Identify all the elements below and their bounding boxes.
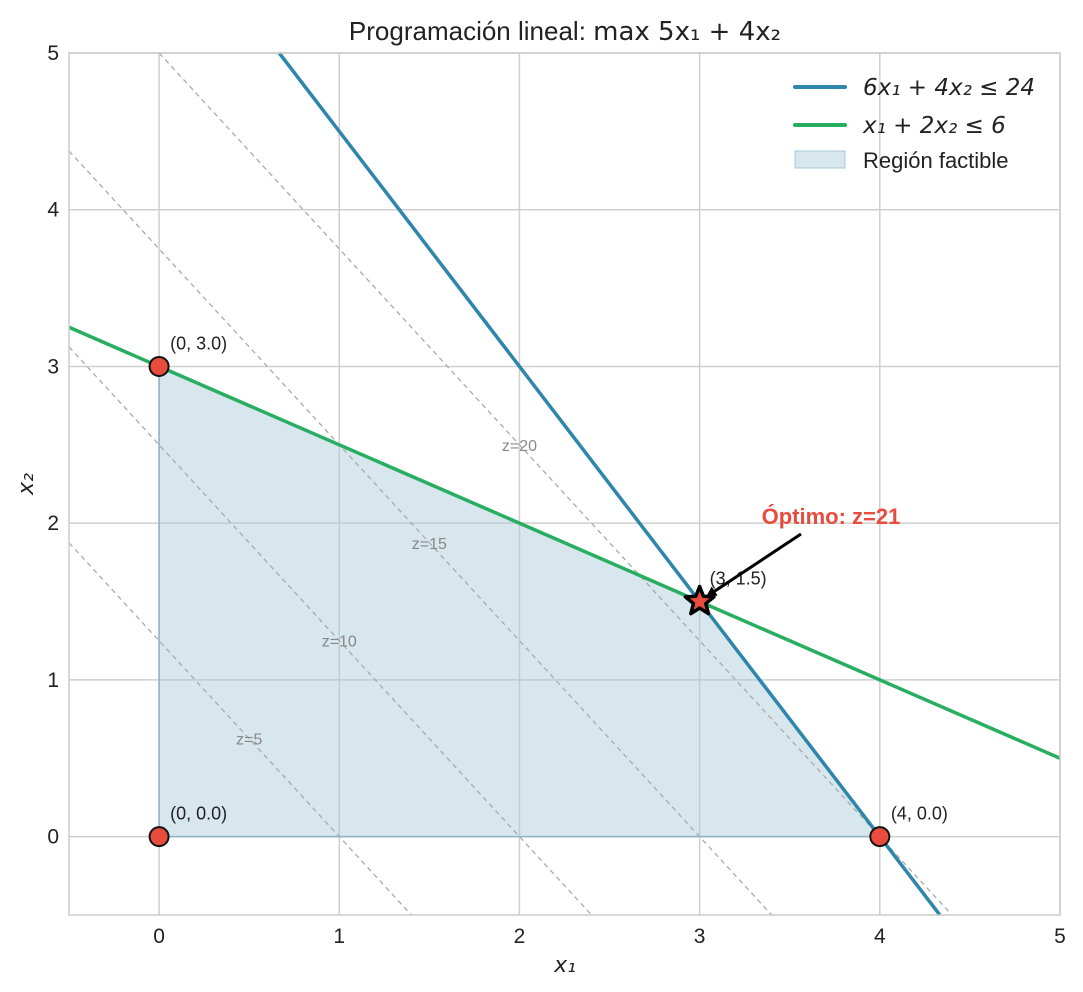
iso-profit-label: z=15 bbox=[412, 536, 447, 553]
annotation-arrow bbox=[708, 532, 802, 596]
plot-content: z=5 z=10 z=15 z=20 bbox=[68, 51, 1061, 917]
x-axis-label: x₁ bbox=[553, 953, 576, 978]
iso-profit-label: z=5 bbox=[236, 732, 262, 749]
annotation-arrowhead-icon bbox=[705, 586, 718, 598]
iso-profit-line bbox=[158, 52, 953, 916]
vertex-label: (4, 0.0) bbox=[891, 804, 948, 824]
vertex-label: (0, 3.0) bbox=[170, 333, 227, 353]
y-tick-label: 3 bbox=[47, 355, 59, 378]
y-tick-label: 0 bbox=[47, 826, 59, 849]
x-tick-label: 2 bbox=[514, 925, 526, 948]
iso-profit-label: z=20 bbox=[502, 438, 537, 455]
x-tick-label: 5 bbox=[1054, 925, 1066, 948]
legend-swatch-region bbox=[794, 150, 846, 169]
constraint-line-2 bbox=[68, 325, 1061, 760]
constraint-line-1 bbox=[277, 51, 942, 917]
iso-profit-line bbox=[68, 346, 593, 916]
iso-profit-line bbox=[68, 150, 773, 916]
vertex-point bbox=[869, 826, 891, 848]
y-tick-label: 2 bbox=[47, 512, 59, 535]
y-axis-label: x₂ bbox=[14, 473, 39, 496]
x-tick-label: 4 bbox=[874, 925, 886, 948]
optimum-label: (3, 1.5) bbox=[710, 569, 767, 589]
y-tick-label: 4 bbox=[47, 199, 59, 222]
plot-frame bbox=[68, 52, 1061, 916]
legend-label-region: Región factible bbox=[863, 148, 1009, 173]
x-tick-label: 1 bbox=[333, 925, 345, 948]
x-tick-label: 3 bbox=[694, 925, 706, 948]
vertex-point bbox=[148, 826, 170, 848]
x-tick-label: 0 bbox=[153, 925, 165, 948]
legend-label-1: 6x₁ + 4x₂ ≤ 24 bbox=[863, 75, 1035, 101]
y-tick-label: 5 bbox=[47, 42, 59, 65]
vertex-label: (0, 0.0) bbox=[170, 804, 227, 824]
vertex-point bbox=[148, 355, 170, 377]
chart-title: Programación lineal: max 5x₁ + 4x₂ bbox=[349, 16, 781, 47]
iso-profit-label: z=10 bbox=[322, 634, 357, 651]
y-tick-label: 1 bbox=[47, 669, 59, 692]
optimum-annotation: Óptimo: z=21 bbox=[762, 504, 901, 529]
legend-label-2: x₁ + 2x₂ ≤ 6 bbox=[862, 113, 1006, 139]
iso-profit-line bbox=[68, 542, 412, 916]
